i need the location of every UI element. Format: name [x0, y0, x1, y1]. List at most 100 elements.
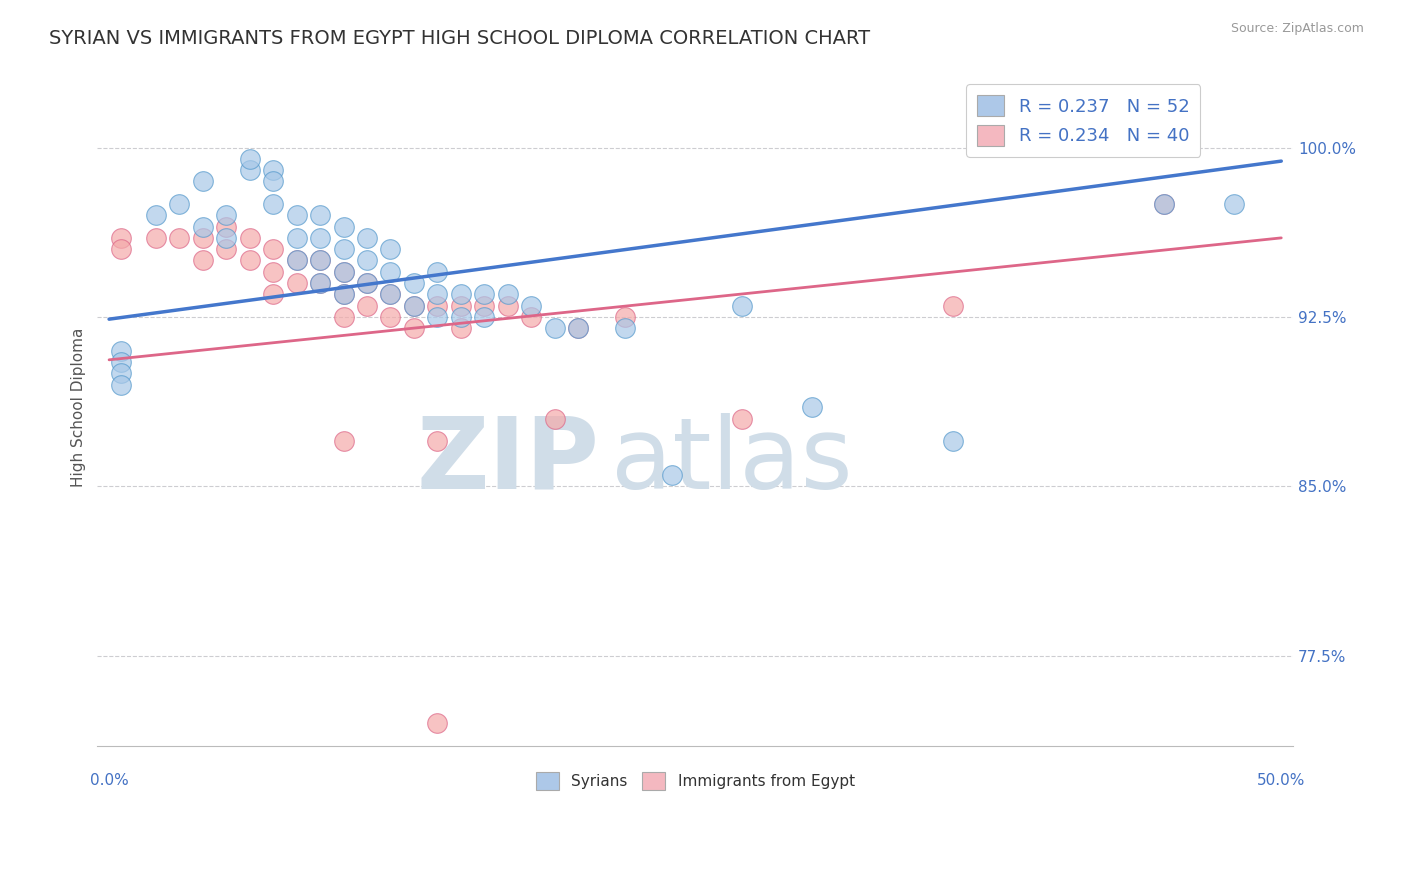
Point	[426, 434, 449, 449]
Point	[380, 287, 402, 301]
Point	[356, 276, 378, 290]
Text: Source: ZipAtlas.com: Source: ZipAtlas.com	[1230, 22, 1364, 36]
Point	[215, 208, 238, 222]
Point	[1153, 197, 1175, 211]
Point	[450, 299, 472, 313]
Point	[613, 321, 636, 335]
Point	[426, 299, 449, 313]
Point	[169, 197, 191, 211]
Point	[731, 299, 754, 313]
Point	[262, 265, 284, 279]
Point	[262, 197, 284, 211]
Point	[543, 411, 565, 425]
Point	[426, 265, 449, 279]
Point	[356, 299, 378, 313]
Text: 50.0%: 50.0%	[1257, 772, 1305, 788]
Point	[450, 310, 472, 324]
Point	[426, 287, 449, 301]
Point	[239, 152, 262, 166]
Point	[309, 231, 332, 245]
Point	[1223, 197, 1246, 211]
Point	[380, 265, 402, 279]
Point	[402, 321, 425, 335]
Point	[145, 231, 167, 245]
Point	[356, 276, 378, 290]
Point	[285, 253, 308, 268]
Point	[450, 321, 472, 335]
Point	[332, 287, 354, 301]
Point	[110, 231, 132, 245]
Point	[110, 355, 132, 369]
Point	[110, 367, 132, 381]
Point	[309, 276, 332, 290]
Point	[239, 163, 262, 178]
Point	[520, 299, 543, 313]
Text: 0.0%: 0.0%	[90, 772, 128, 788]
Point	[332, 265, 354, 279]
Point	[661, 468, 683, 483]
Point	[309, 253, 332, 268]
Point	[356, 231, 378, 245]
Point	[426, 716, 449, 731]
Point	[426, 310, 449, 324]
Point	[332, 287, 354, 301]
Point	[450, 287, 472, 301]
Point	[285, 231, 308, 245]
Point	[215, 231, 238, 245]
Point	[169, 231, 191, 245]
Point	[402, 299, 425, 313]
Point	[380, 310, 402, 324]
Point	[567, 321, 589, 335]
Point	[332, 310, 354, 324]
Point	[145, 208, 167, 222]
Point	[332, 434, 354, 449]
Point	[332, 265, 354, 279]
Point	[567, 321, 589, 335]
Point	[191, 253, 214, 268]
Point	[496, 287, 519, 301]
Point	[262, 287, 284, 301]
Point	[285, 253, 308, 268]
Point	[309, 253, 332, 268]
Point	[472, 287, 495, 301]
Point	[191, 219, 214, 234]
Point	[543, 321, 565, 335]
Point	[402, 299, 425, 313]
Point	[262, 174, 284, 188]
Point	[402, 276, 425, 290]
Y-axis label: High School Diploma: High School Diploma	[72, 327, 86, 487]
Point	[110, 377, 132, 392]
Point	[215, 242, 238, 256]
Point	[262, 163, 284, 178]
Point	[285, 208, 308, 222]
Point	[942, 299, 965, 313]
Point	[1153, 197, 1175, 211]
Point	[110, 242, 132, 256]
Point	[380, 287, 402, 301]
Point	[332, 242, 354, 256]
Point	[239, 231, 262, 245]
Point	[801, 401, 824, 415]
Text: atlas: atlas	[612, 413, 853, 510]
Point	[309, 208, 332, 222]
Text: SYRIAN VS IMMIGRANTS FROM EGYPT HIGH SCHOOL DIPLOMA CORRELATION CHART: SYRIAN VS IMMIGRANTS FROM EGYPT HIGH SCH…	[49, 29, 870, 47]
Point	[191, 231, 214, 245]
Point	[285, 276, 308, 290]
Point	[215, 219, 238, 234]
Point	[356, 253, 378, 268]
Legend: Syrians, Immigrants from Egypt: Syrians, Immigrants from Egypt	[530, 766, 860, 796]
Point	[496, 299, 519, 313]
Point	[472, 299, 495, 313]
Point	[332, 219, 354, 234]
Point	[731, 411, 754, 425]
Point	[239, 253, 262, 268]
Point	[520, 310, 543, 324]
Text: ZIP: ZIP	[416, 413, 599, 510]
Point	[472, 310, 495, 324]
Point	[613, 310, 636, 324]
Point	[110, 343, 132, 358]
Point	[942, 434, 965, 449]
Point	[380, 242, 402, 256]
Point	[262, 242, 284, 256]
Point	[191, 174, 214, 188]
